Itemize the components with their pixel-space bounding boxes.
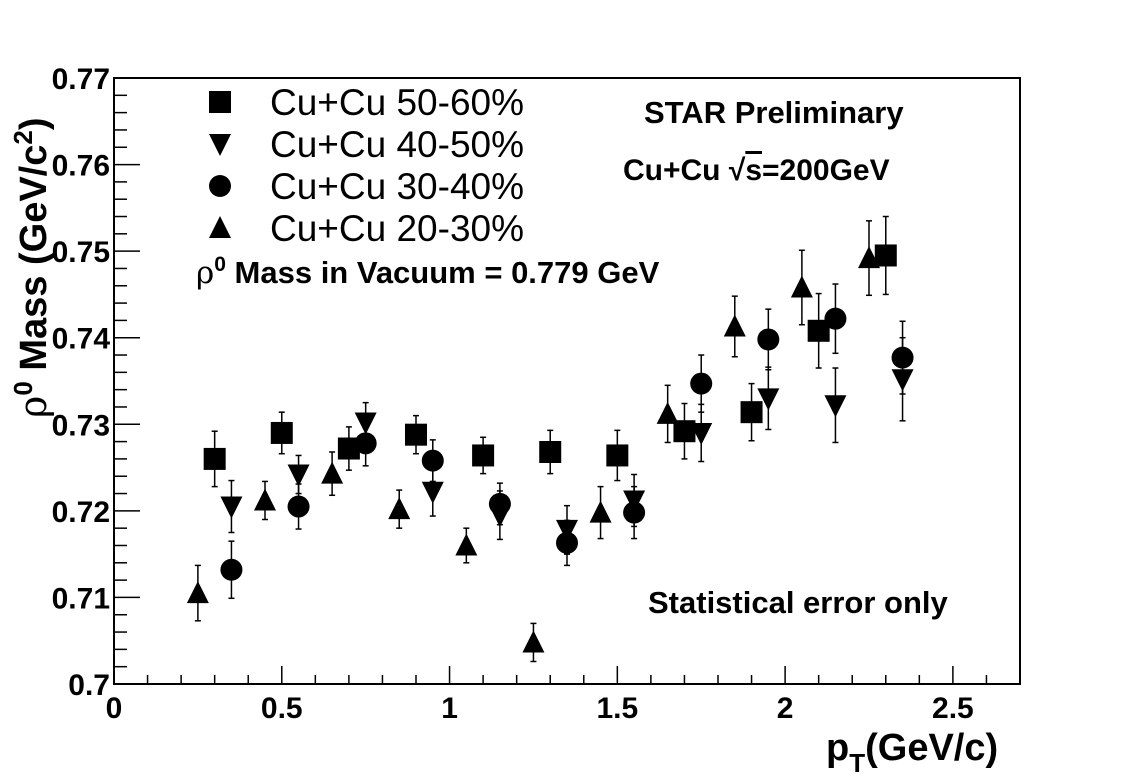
data-point-triangle-down (220, 496, 243, 519)
data-point-triangle-up (455, 533, 478, 556)
data-point-circle (354, 432, 377, 455)
legend-label: Cu+Cu 40-50% (270, 124, 524, 165)
data-point-triangle-up (589, 500, 612, 523)
data-point-triangle-down (287, 464, 310, 487)
x-tick-label: 1 (441, 692, 458, 725)
y-tick-label: 0.74 (52, 323, 111, 356)
y-tick-label: 0.72 (52, 496, 110, 529)
data-point-triangle-up (254, 488, 276, 511)
data-point-circle (556, 531, 578, 554)
y-tick-label: 0.76 (52, 150, 110, 183)
data-point-triangle-up (388, 497, 411, 520)
data-point-square (673, 420, 696, 443)
data-point-square (472, 444, 495, 467)
legend-label: Cu+Cu 50-60% (270, 82, 524, 123)
data-point-square (606, 444, 629, 467)
x-tick-label: 0 (106, 692, 123, 725)
data-point-circle (891, 346, 914, 369)
legend-marker-triangle-down (209, 134, 231, 156)
x-tick-label: 1.5 (596, 692, 638, 725)
data-point-square (807, 319, 830, 342)
legend-marker-circle (209, 175, 231, 197)
data-point-circle (287, 495, 310, 518)
plot-frame (113, 77, 1021, 685)
data-point-square (874, 244, 897, 267)
data-point-triangle-down (421, 481, 444, 504)
y-axis-title: ρ0 Mass (GeV/c2) (8, 118, 55, 419)
data-point-triangle-up (522, 630, 545, 653)
data-point-square (270, 421, 293, 444)
data-markers (186, 244, 914, 653)
y-tick-label: 0.71 (52, 582, 110, 615)
data-point-triangle-up (790, 275, 813, 298)
legend: Cu+Cu 50-60%Cu+Cu 40-50%Cu+Cu 30-40%Cu+C… (209, 82, 524, 249)
data-point-triangle-up (186, 581, 209, 604)
x-axis-title: pT(GeV/c) (826, 727, 998, 778)
y-tick-label: 0.77 (52, 63, 110, 96)
data-point-triangle-down (891, 369, 914, 392)
data-point-circle (488, 492, 511, 515)
legend-label: Cu+Cu 30-40% (270, 166, 524, 207)
x-tick-label: 0.5 (261, 692, 303, 725)
x-tick-label: 2.5 (932, 692, 974, 725)
data-point-square (405, 423, 427, 446)
data-point-square (539, 440, 562, 463)
y-tick-label: 0.73 (52, 409, 110, 442)
data-point-triangle-down (556, 519, 578, 542)
legend-label: Cu+Cu 20-30% (270, 208, 524, 249)
sqrt-radicand: s (745, 154, 762, 187)
axis-tick-labels: 0 0.5 1 1.5 2 2.5 0.7 0.71 0.72 0.73 0.74 0.75 0.76 0… (52, 63, 974, 725)
vacuum-mass-label: ρ0 Mass in Vacuum = 0.779 GeV (196, 253, 660, 291)
data-point-triangle-down (690, 422, 713, 445)
data-point-triangle-down (623, 490, 646, 513)
data-point-circle (220, 558, 243, 581)
data-point-square (337, 437, 360, 460)
data-point-circle (623, 501, 646, 524)
data-point-triangle-up (656, 401, 679, 424)
data-point-triangle-down (757, 388, 780, 411)
data-point-circle (690, 372, 713, 395)
sqrt-symbol: √ (729, 154, 746, 187)
statistical-error-label: Statistical error only (648, 585, 949, 620)
y-tick-label: 0.75 (52, 236, 110, 269)
star-preliminary-label: STAR Preliminary (644, 95, 904, 130)
data-point-triangle-down (824, 395, 847, 418)
data-point-circle (757, 328, 780, 351)
data-point-square (740, 401, 763, 424)
data-point-circle (421, 449, 444, 472)
y-tick-label: 0.7 (68, 669, 110, 702)
x-tick-label: 2 (777, 692, 794, 725)
data-point-triangle-up (321, 461, 344, 484)
data-point-square (203, 447, 226, 470)
collision-system-label: Cu+Cu √s=200GeV (623, 154, 890, 187)
data-point-triangle-up (858, 246, 880, 269)
legend-marker-triangle-up (209, 216, 231, 238)
legend-marker-square (209, 91, 231, 113)
data-point-circle (824, 307, 847, 330)
axis-ticks (113, 77, 1021, 685)
data-point-triangle-down (354, 412, 377, 435)
data-point-triangle-up (723, 314, 746, 337)
